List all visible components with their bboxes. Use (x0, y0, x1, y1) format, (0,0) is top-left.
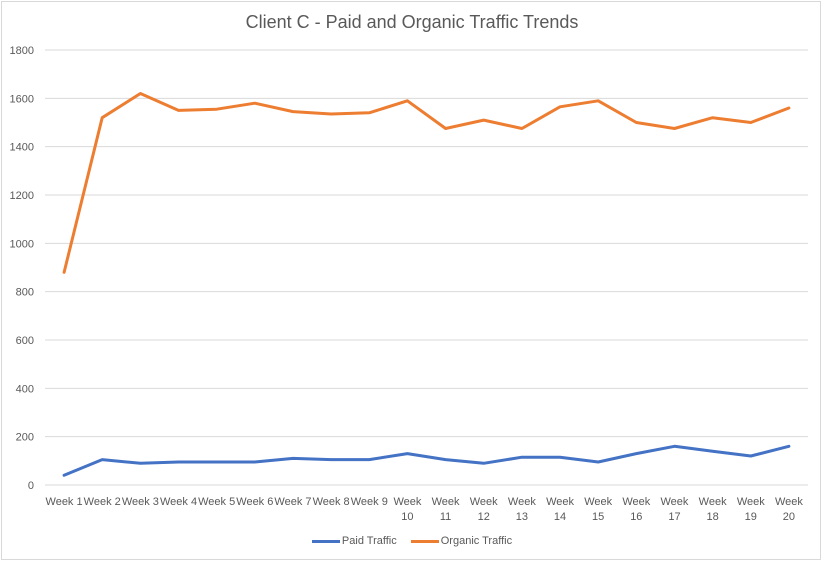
series-line-organic-traffic (62, 92, 791, 274)
y-tick-label: 200 (16, 432, 34, 444)
y-tick-label: 800 (16, 287, 34, 299)
x-tick-label: Week 10 (393, 496, 421, 523)
series-line-paid-traffic (62, 444, 791, 477)
x-tick-label: Week 9 (351, 496, 388, 508)
x-tick-label: Week 20 (775, 496, 803, 523)
x-tick-label: Week 1 (46, 496, 83, 508)
x-tick-label: Week 5 (198, 496, 235, 508)
y-axis-ticks: 0 200 400 600 800 1000 1200 1400 1600 1800 (10, 45, 34, 492)
legend-swatch-paid (311, 539, 340, 543)
x-axis-ticks: Week 1 Week 2 Week 3 Week 4 Week 5 Week 6 Week… (46, 496, 804, 523)
x-tick-label: Week 12 (470, 496, 498, 523)
x-tick-label: Week 7 (274, 496, 311, 508)
gridlines (45, 49, 808, 486)
y-tick-label: 1200 (10, 190, 34, 202)
y-tick-label: 1600 (10, 93, 34, 105)
legend-item-organic-traffic[interactable]: Organic Traffic (410, 535, 513, 547)
x-tick-label: Week 14 (546, 496, 574, 523)
y-tick-label: 1000 (10, 238, 34, 250)
legend-swatch-organic (410, 539, 439, 543)
chart-title: Client C - Paid and Organic Traffic Tren… (245, 12, 579, 32)
x-tick-label: Week 18 (699, 496, 727, 523)
legend: Paid Traffic Organic Traffic (0, 535, 824, 547)
x-tick-label: Week 8 (313, 496, 350, 508)
x-tick-label: Week 4 (160, 496, 197, 508)
y-tick-label: 1800 (10, 45, 34, 57)
y-tick-label: 400 (16, 383, 34, 395)
x-tick-label: Week 6 (236, 496, 273, 508)
x-tick-label: Week 11 (432, 496, 460, 523)
x-tick-label: Week 19 (737, 496, 765, 523)
series-lines (62, 92, 791, 477)
y-tick-label: 600 (16, 335, 34, 347)
legend-label-paid: Paid Traffic (341, 535, 397, 547)
x-tick-label: Week 17 (661, 496, 689, 523)
x-tick-label: Week 16 (622, 496, 650, 523)
legend-item-paid-traffic[interactable]: Paid Traffic (311, 535, 397, 547)
legend-label-organic: Organic Traffic (440, 535, 513, 547)
x-tick-label: Week 3 (122, 496, 159, 508)
x-tick-label: Week 13 (508, 496, 536, 523)
x-tick-label: Week 2 (84, 496, 121, 508)
y-tick-label: 0 (28, 480, 34, 492)
x-tick-label: Week 15 (584, 496, 612, 523)
y-tick-label: 1400 (10, 142, 34, 154)
